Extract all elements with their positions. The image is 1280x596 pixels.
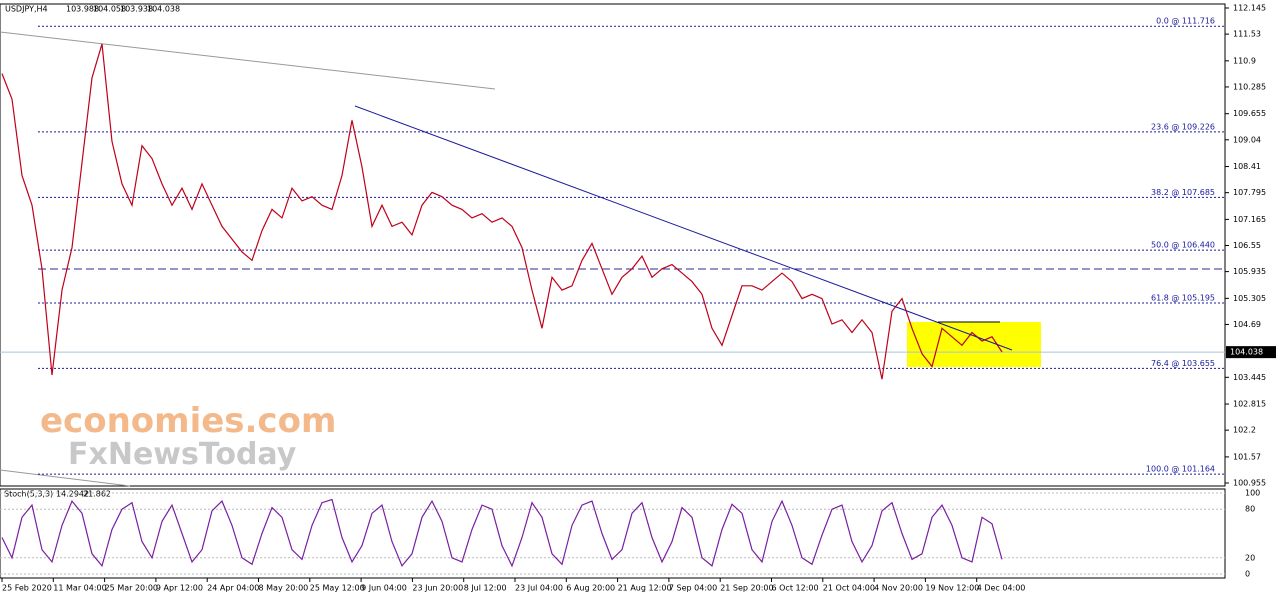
y-tick-label: 105.305	[1233, 294, 1266, 303]
fib-label: 61.8 @ 105.195	[1151, 294, 1215, 303]
stoch-tick-label: 20	[1245, 553, 1255, 562]
x-tick-label: 23 Jul 04:00	[515, 584, 563, 593]
x-tick-label: 21 Oct 04:00	[823, 584, 875, 593]
downtrend-line	[354, 105, 1013, 351]
price-pane	[0, 3, 1226, 487]
watermark-text: economies.com	[40, 401, 336, 441]
fib-label: 50.0 @ 106.440	[1151, 241, 1215, 250]
y-tick-label: 108.41	[1233, 162, 1261, 171]
y-tick-label: 110.9	[1233, 56, 1256, 65]
y-tick-label: 102.2	[1233, 426, 1256, 435]
fib-label: 100.0 @ 101.164	[1146, 465, 1215, 474]
fib-label: 0.0 @ 111.716	[1156, 17, 1215, 26]
x-tick-label: 24 Apr 04:00	[207, 584, 259, 593]
y-tick-label: 111.53	[1233, 30, 1261, 39]
ohlc-value: 103.988	[66, 5, 99, 14]
stoch-reading: 14.2942	[56, 490, 89, 499]
y-tick-label: 110.285	[1233, 82, 1266, 91]
x-tick-label: 8 Jul 12:00	[464, 584, 507, 593]
y-tick-label: 109.655	[1233, 109, 1266, 118]
y-tick-label: 102.815	[1233, 400, 1266, 409]
x-tick-label: 9 Apr 12:00	[156, 584, 203, 593]
x-tick-label: 25 Mar 20:00	[105, 584, 158, 593]
x-tick-label: 23 Jun 20:00	[412, 584, 463, 593]
y-tick-label: 105.935	[1233, 267, 1266, 276]
y-tick-label: 106.55	[1233, 241, 1261, 250]
stoch-reading: 21.862	[83, 490, 111, 499]
fib-label: 76.4 @ 103.655	[1151, 359, 1215, 368]
x-tick-label: 25 Feb 2020	[2, 584, 52, 593]
x-tick-label: 6 Oct 12:00	[772, 584, 819, 593]
x-tick-label: 9 Jun 04:00	[361, 584, 407, 593]
y-tick-label: 103.445	[1233, 373, 1266, 382]
symbol: USDJPY,H4	[5, 5, 48, 14]
y-tick-label: 104.69	[1233, 320, 1261, 329]
stoch-pane	[0, 488, 1226, 579]
x-tick-label: 19 Nov 12:00	[925, 584, 979, 593]
stoch-line	[1, 498, 1003, 568]
current-price-box	[1226, 346, 1276, 359]
y-tick-label: 109.04	[1233, 135, 1261, 144]
y-tick-label: 107.165	[1233, 215, 1266, 224]
fib-label: 23.6 @ 109.226	[1151, 122, 1215, 131]
x-tick-label: 4 Nov 20:00	[874, 584, 923, 593]
stoch-name: Stoch(5,3,3)	[4, 490, 53, 499]
trend-line-gray	[0, 31, 496, 90]
x-tick-label: 21 Sep 20:00	[720, 584, 773, 593]
y-tick-label: 112.145	[1233, 4, 1266, 13]
current-price-label: 104.038	[1230, 348, 1263, 357]
stoch-tick-label: 100	[1245, 489, 1260, 498]
x-tick-label: 6 Aug 20:00	[566, 584, 615, 593]
ohlc-value: 104.058	[93, 5, 126, 14]
ohlc-value: 103.938	[120, 5, 153, 14]
x-tick-label: 25 May 12:00	[310, 584, 365, 593]
trend-line-gray	[0, 469, 131, 487]
x-tick-label: 8 May 20:00	[259, 584, 309, 593]
x-tick-label: 7 Sep 04:00	[669, 584, 717, 593]
consolidation-box	[907, 322, 1041, 367]
y-tick-label: 107.795	[1233, 188, 1266, 197]
stoch-tick-label: 80	[1245, 505, 1255, 514]
y-tick-label: 101.57	[1233, 452, 1261, 461]
price-line	[1, 43, 1003, 380]
x-tick-label: 21 Aug 12:00	[618, 584, 672, 593]
stoch-tick-label: 0	[1245, 570, 1250, 579]
x-tick-label: 4 Dec 04:00	[977, 584, 1026, 593]
watermark-text: FxNewsToday	[68, 437, 297, 472]
x-tick-label: 11 Mar 04:00	[53, 584, 106, 593]
watermark: economies.com FxNewsToday	[40, 401, 336, 472]
fib-label: 38.2 @ 107.685	[1151, 188, 1215, 197]
y-tick-label: 100.955	[1233, 479, 1266, 488]
ohlc-value: 104.038	[147, 5, 180, 14]
